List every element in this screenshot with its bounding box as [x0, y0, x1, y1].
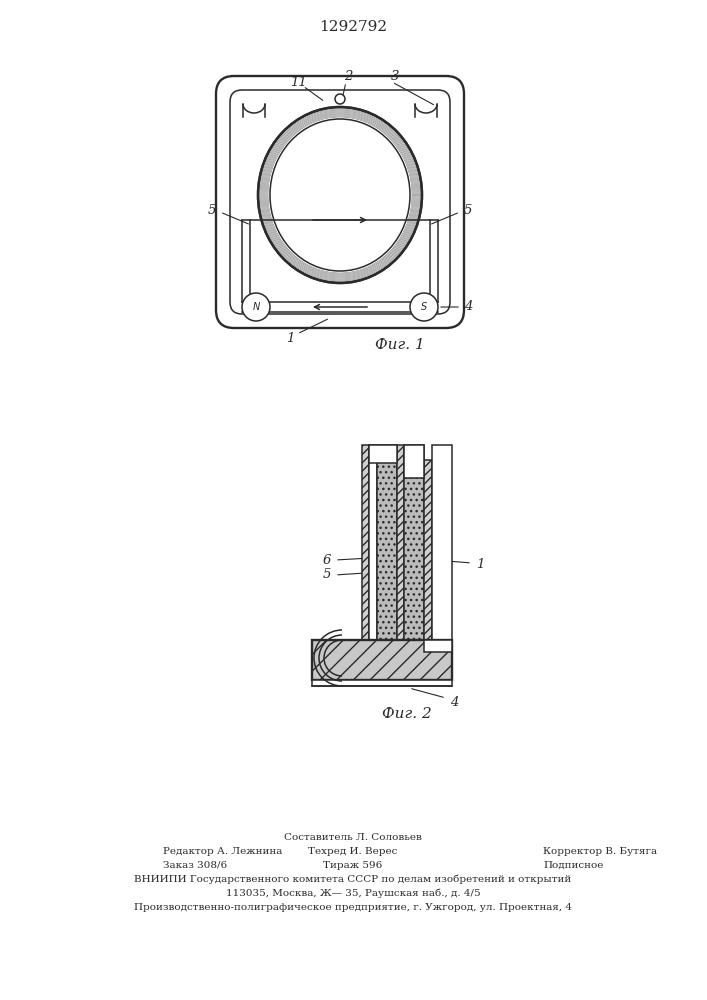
- Polygon shape: [312, 640, 452, 680]
- Text: 1: 1: [286, 332, 294, 344]
- Text: Подписное: Подписное: [543, 861, 603, 870]
- Text: N: N: [252, 302, 259, 312]
- Polygon shape: [424, 460, 432, 640]
- Text: 4: 4: [450, 696, 458, 708]
- Polygon shape: [312, 680, 452, 686]
- Text: Заказ 308/6: Заказ 308/6: [163, 861, 227, 870]
- Text: 4: 4: [464, 300, 472, 314]
- Text: ВНИИПИ Государственного комитета СССР по делам изобретений и открытий: ВНИИПИ Государственного комитета СССР по…: [134, 875, 572, 884]
- Text: Фиг. 1: Фиг. 1: [375, 338, 425, 352]
- Text: 2: 2: [344, 70, 352, 83]
- Text: 5: 5: [208, 204, 216, 217]
- Text: 5: 5: [323, 568, 331, 582]
- Polygon shape: [369, 445, 397, 463]
- Text: 113035, Москва, Ж— 35, Раушская наб., д. 4/5: 113035, Москва, Ж— 35, Раушская наб., д.…: [226, 889, 480, 898]
- Text: Техред И. Верес: Техред И. Верес: [308, 847, 397, 856]
- Circle shape: [242, 293, 270, 321]
- Text: 11: 11: [290, 76, 306, 89]
- Ellipse shape: [270, 119, 410, 271]
- Text: 5: 5: [464, 204, 472, 217]
- Polygon shape: [397, 445, 404, 640]
- Text: S: S: [421, 302, 427, 312]
- Polygon shape: [404, 445, 424, 478]
- FancyBboxPatch shape: [216, 76, 464, 328]
- Text: Производственно-полиграфическое предприятие, г. Ужгород, ул. Проектная, 4: Производственно-полиграфическое предприя…: [134, 903, 572, 912]
- Circle shape: [335, 94, 345, 104]
- Ellipse shape: [258, 107, 422, 283]
- Polygon shape: [377, 445, 397, 640]
- Text: 1: 1: [476, 558, 484, 572]
- Text: 6: 6: [323, 554, 331, 566]
- Text: 3: 3: [391, 70, 399, 83]
- Polygon shape: [369, 445, 377, 640]
- Polygon shape: [362, 445, 369, 640]
- Polygon shape: [404, 445, 424, 640]
- Circle shape: [410, 293, 438, 321]
- Polygon shape: [424, 640, 452, 652]
- Polygon shape: [432, 445, 452, 640]
- Text: Составитель Л. Соловьев: Составитель Л. Соловьев: [284, 833, 422, 842]
- Text: Тираж 596: Тираж 596: [323, 861, 382, 870]
- Text: 1292792: 1292792: [319, 20, 387, 34]
- Text: Фиг. 2: Фиг. 2: [382, 707, 432, 721]
- Text: Корректор В. Бутяга: Корректор В. Бутяга: [543, 847, 657, 856]
- Text: Редактор А. Лежнина: Редактор А. Лежнина: [163, 847, 282, 856]
